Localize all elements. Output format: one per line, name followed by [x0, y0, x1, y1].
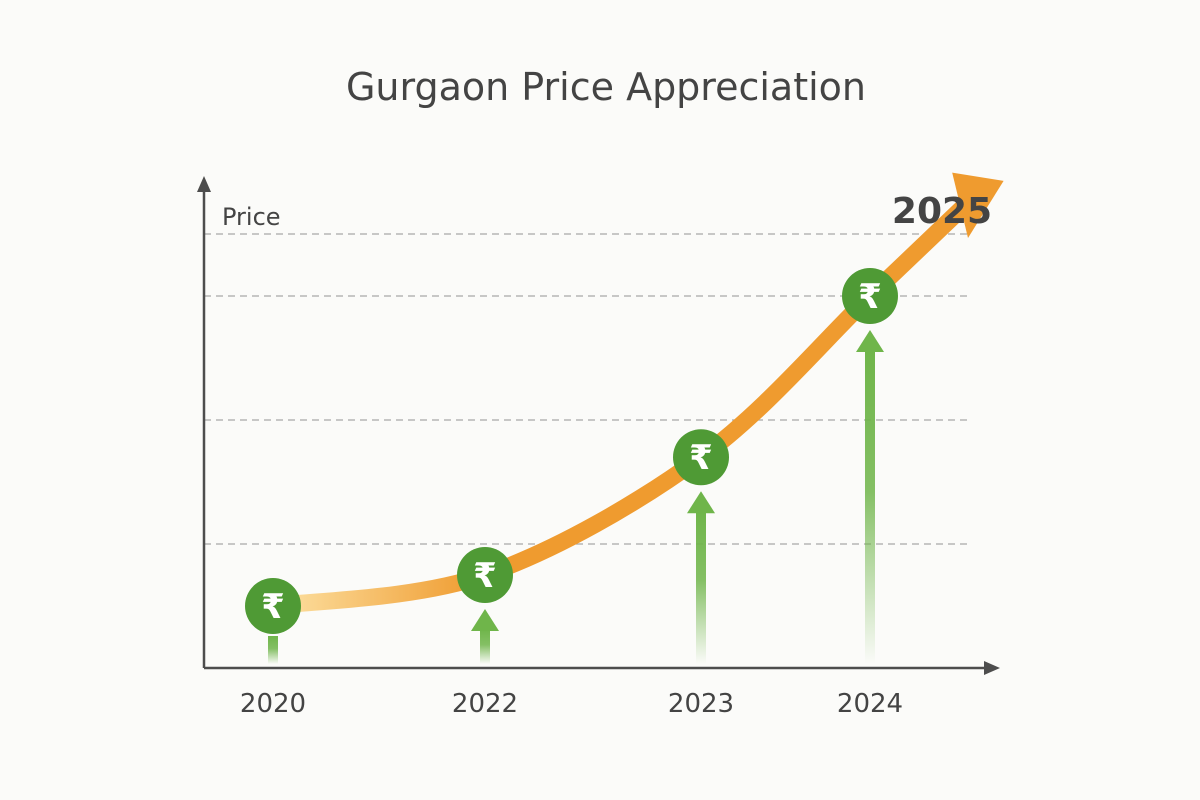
- up-arrow-icon: [471, 609, 499, 631]
- up-arrow-icon: [687, 491, 715, 514]
- end-year-label: 2025: [892, 191, 992, 232]
- x-tick-label-2020: 2020: [240, 689, 306, 719]
- rise-arrow-shaft: [696, 511, 706, 664]
- y-axis: [197, 176, 211, 668]
- rise-arrow-2023: [687, 491, 715, 664]
- rupee-symbol: ₹: [689, 438, 713, 478]
- rupee-coin-icon: [673, 429, 729, 486]
- rise-arrow-2022: [471, 609, 499, 664]
- chart-title: Gurgaon Price Appreciation: [346, 65, 866, 109]
- rise-stub-2020: [268, 636, 278, 664]
- rise-arrows: [268, 330, 884, 664]
- x-tick-labels: 2020 2022 2023 2024: [240, 689, 903, 719]
- y-axis-label: Price: [222, 203, 281, 231]
- x-axis-arrowhead: [984, 661, 1000, 675]
- data-point-2024: ₹: [842, 268, 898, 324]
- data-point-2022: ₹: [457, 547, 513, 603]
- rupee-symbol: ₹: [858, 277, 882, 317]
- y-axis-arrowhead: [197, 176, 211, 192]
- rupee-coin-icon: [457, 547, 513, 603]
- rupee-coin-icon: [842, 268, 898, 324]
- x-tick-label-2024: 2024: [837, 689, 903, 719]
- rupee-symbol: ₹: [261, 587, 285, 627]
- x-axis: [204, 661, 1000, 675]
- up-arrow-icon: [856, 330, 884, 352]
- rise-arrow-shaft: [480, 629, 490, 664]
- rupee-symbol: ₹: [473, 556, 497, 596]
- trend-arrowhead: [952, 172, 1004, 238]
- x-tick-label-2022: 2022: [452, 689, 518, 719]
- rupee-coin-icon: [245, 578, 301, 634]
- rise-arrow-shaft: [865, 350, 875, 664]
- x-tick-label-2023: 2023: [668, 689, 734, 719]
- rise-arrow-2024: [856, 330, 884, 664]
- data-markers: ₹ ₹ ₹ ₹: [245, 268, 898, 634]
- data-point-2020: ₹: [245, 578, 301, 634]
- data-point-2023: ₹: [673, 429, 729, 486]
- price-trend-curve: [264, 172, 1004, 615]
